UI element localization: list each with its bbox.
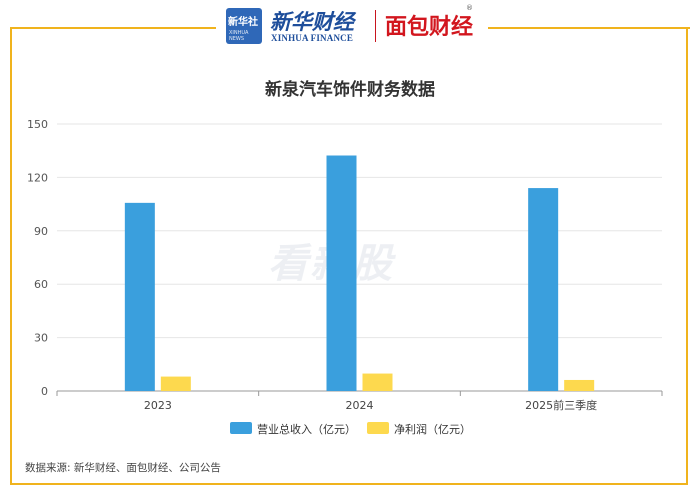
y-tick-label: 120 [27,171,48,184]
bar-profit[interactable] [564,379,595,391]
legend-swatch-profit [367,422,389,434]
logo-subtext: XINHUA NEWS [229,30,249,42]
legend-label-revenue[interactable]: 营业总收入（亿元） [257,423,356,436]
bar-revenue[interactable] [326,155,357,391]
x-tick-labels: 2023 2024 2025前三季度 [56,391,663,412]
y-tick-labels: 0 30 60 90 120 150 [27,118,48,398]
logo-text: 新华社 [228,17,258,28]
chart-title: 新泉汽车饰件财务数据 [265,80,435,100]
legend-label-profit[interactable]: 净利润（亿元） [394,423,471,436]
header: 新华社 XINHUA NEWS 新华财经 XINHUA FINANCE 面包财经… [0,0,700,48]
brand-name-en: XINHUA FINANCE [271,33,354,43]
y-tick-label: 150 [27,118,48,131]
partner-logo: 面包财经 [385,15,474,40]
brand-name-cn: 新华财经 [270,9,354,34]
legend-swatch-revenue [230,422,252,434]
y-tick-label: 0 [41,385,48,398]
y-tick-label: 30 [34,332,48,345]
y-tick-label: 60 [34,278,48,291]
bar-revenue[interactable] [528,188,559,391]
x-tick-label: 2025前三季度 [525,398,597,412]
header-rule-left [10,27,216,29]
grid-lines [57,123,662,392]
header-divider [375,10,376,42]
xinhua-logo: 新华社 XINHUA NEWS [226,8,262,44]
x-tick-label: 2023 [144,399,172,412]
chart-card [10,27,688,485]
bars [124,155,595,391]
bar-profit[interactable] [362,373,393,391]
x-tick-label: 2024 [346,399,374,412]
bar-profit[interactable] [160,376,191,391]
source-note: 数据来源: 新华财经、面包财经、公司公告 [25,462,221,474]
y-tick-label: 90 [34,225,48,238]
bar-revenue[interactable] [124,202,155,391]
header-rule-right [488,27,690,29]
registered-mark: ® [466,4,473,12]
